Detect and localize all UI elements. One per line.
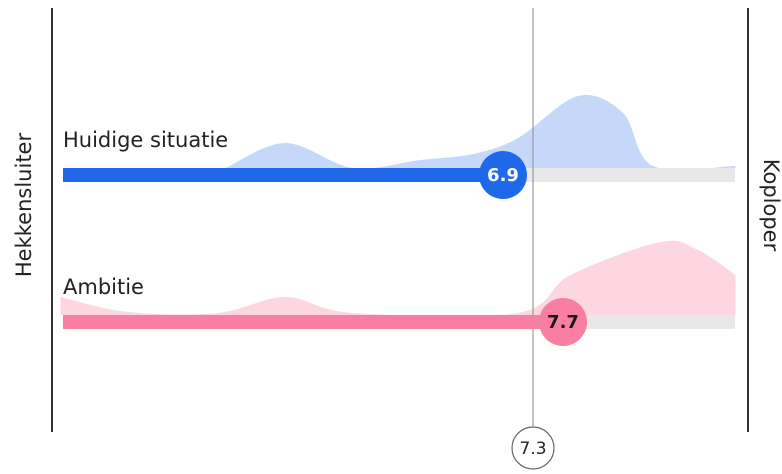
value-marker xyxy=(539,298,587,346)
bar xyxy=(63,168,503,182)
distribution-area xyxy=(60,240,736,317)
bar xyxy=(63,315,563,329)
distribution-area xyxy=(225,95,736,170)
series-label: Ambitie xyxy=(63,275,144,299)
value-label: 6.9 xyxy=(487,165,519,186)
value-label: 7.7 xyxy=(547,312,579,333)
series-label: Huidige situatie xyxy=(63,128,228,152)
reference-marker xyxy=(511,426,555,470)
reference-label: 7.3 xyxy=(519,439,546,459)
value-marker xyxy=(479,151,527,199)
right-label: Koploper xyxy=(759,159,782,252)
left-label: Hekkensluiter xyxy=(12,133,36,278)
